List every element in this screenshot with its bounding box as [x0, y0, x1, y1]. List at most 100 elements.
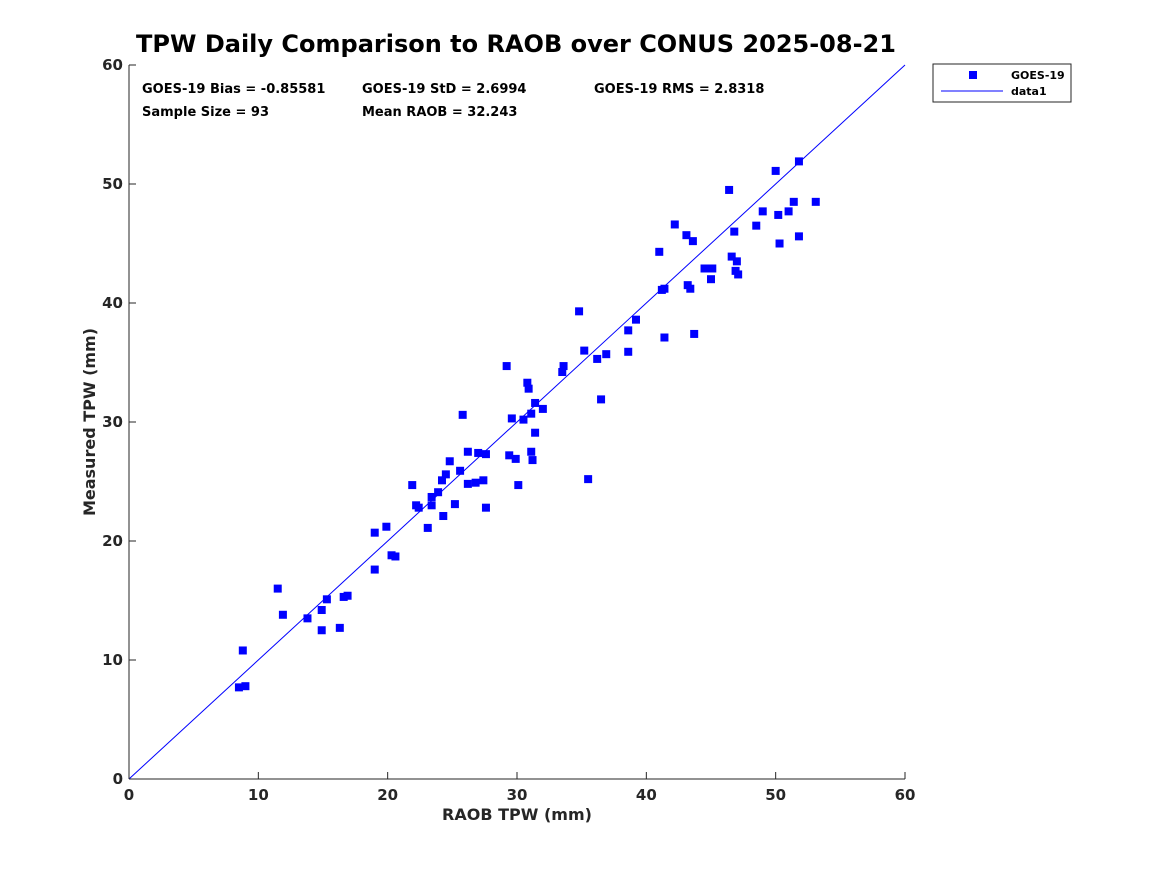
data-point	[238, 646, 247, 655]
data-point	[531, 428, 540, 437]
data-point	[527, 447, 536, 456]
data-point	[458, 410, 467, 419]
data-point	[502, 362, 511, 371]
data-point	[700, 264, 709, 273]
y-axis-label: Measured TPW (mm)	[80, 328, 99, 516]
stat-bias: GOES-19 Bias = -0.85581	[142, 82, 325, 97]
data-point	[479, 476, 488, 485]
data-point	[370, 528, 379, 537]
data-point	[732, 257, 741, 266]
x-axis-label: RAOB TPW (mm)	[442, 805, 592, 824]
y-tick-label: 10	[102, 651, 123, 669]
data-point	[575, 307, 584, 316]
stat-rms: GOES-19 RMS = 2.8318	[594, 82, 764, 97]
y-tick-label: 60	[102, 56, 123, 74]
y-tick-label: 50	[102, 175, 123, 193]
data-point	[523, 378, 532, 387]
data-point	[734, 270, 743, 279]
data-point	[558, 368, 567, 377]
x-tick-label: 50	[765, 786, 786, 804]
data-point	[322, 595, 331, 604]
data-point	[456, 466, 465, 475]
legend-box	[932, 63, 1072, 103]
data-point	[507, 414, 516, 423]
data-point	[408, 481, 417, 490]
data-point	[708, 264, 717, 273]
y-tick-label: 40	[102, 294, 123, 312]
stat-std: GOES-19 StD = 2.6994	[362, 82, 526, 97]
stat-sample-size: Sample Size = 93	[142, 105, 269, 120]
series-layer	[128, 64, 906, 780]
data-point	[624, 326, 633, 335]
data-point	[774, 210, 783, 219]
data-point	[775, 239, 784, 248]
legend-label-goes-19: GOES-19	[1011, 69, 1065, 82]
data-point	[463, 447, 472, 456]
data-point	[511, 454, 520, 463]
data-point	[514, 481, 523, 490]
data-point	[427, 501, 436, 510]
data-point	[414, 503, 423, 512]
data-point	[481, 450, 490, 459]
data-point	[474, 448, 483, 457]
legend: GOES-19 data1	[932, 63, 1072, 103]
plot-area: 0 10 20 30 40 50 60 0 10 20 30 40 50 60 GOES-19 Bias …	[102, 56, 915, 804]
data-point	[234, 683, 243, 692]
y-tick-label: 0	[113, 770, 123, 788]
data-point	[631, 315, 640, 324]
ticks-layer: 0 10 20 30 40 50 60 0 10 20 30 40 50 60	[102, 56, 915, 804]
stat-mean-raob: Mean RAOB = 32.243	[362, 105, 517, 120]
data-point	[463, 479, 472, 488]
data-point	[707, 275, 715, 284]
data-point	[519, 415, 528, 424]
data-point	[471, 478, 480, 487]
x-tick-label: 40	[636, 786, 657, 804]
data-point	[528, 456, 537, 465]
data-point	[725, 185, 734, 194]
data-point	[441, 470, 450, 479]
data-point	[682, 231, 691, 240]
data-point	[794, 232, 803, 241]
x-tick-label: 30	[507, 786, 528, 804]
data-point	[660, 333, 669, 342]
data-point	[370, 565, 379, 574]
chart-title: TPW Daily Comparison to RAOB over CONUS …	[136, 30, 896, 58]
data-point	[437, 476, 446, 485]
data-point	[382, 522, 391, 531]
data-point	[538, 404, 547, 413]
y-tick-label: 30	[102, 413, 123, 431]
data-point	[794, 157, 803, 166]
data-point	[531, 398, 540, 407]
data-point	[527, 409, 536, 418]
data-point	[730, 227, 739, 236]
data-point	[597, 395, 606, 404]
data-point	[811, 197, 820, 206]
data-point	[752, 221, 761, 230]
data-point	[758, 207, 767, 216]
data-point	[690, 329, 699, 338]
data-point	[450, 500, 459, 509]
x-tick-label: 10	[248, 786, 269, 804]
x-tick-label: 60	[895, 786, 916, 804]
data-point	[784, 207, 793, 216]
legend-label-data1: data1	[1011, 85, 1047, 98]
data-point	[434, 488, 443, 497]
data-point	[524, 384, 533, 393]
data-point	[580, 346, 589, 355]
data-point	[660, 284, 669, 293]
data-point	[505, 451, 514, 460]
data-point	[602, 350, 611, 359]
data-point	[771, 166, 780, 175]
data-point	[686, 284, 695, 293]
data-point	[655, 247, 664, 256]
data-point	[343, 591, 352, 600]
data-point	[584, 475, 593, 484]
data-point	[670, 220, 679, 229]
stats-annotations: GOES-19 Bias = -0.85581 GOES-19 StD = 2.…	[142, 82, 764, 120]
data-point	[439, 512, 448, 521]
data-point	[423, 523, 432, 532]
data-point	[593, 354, 602, 363]
data-point	[241, 682, 250, 691]
